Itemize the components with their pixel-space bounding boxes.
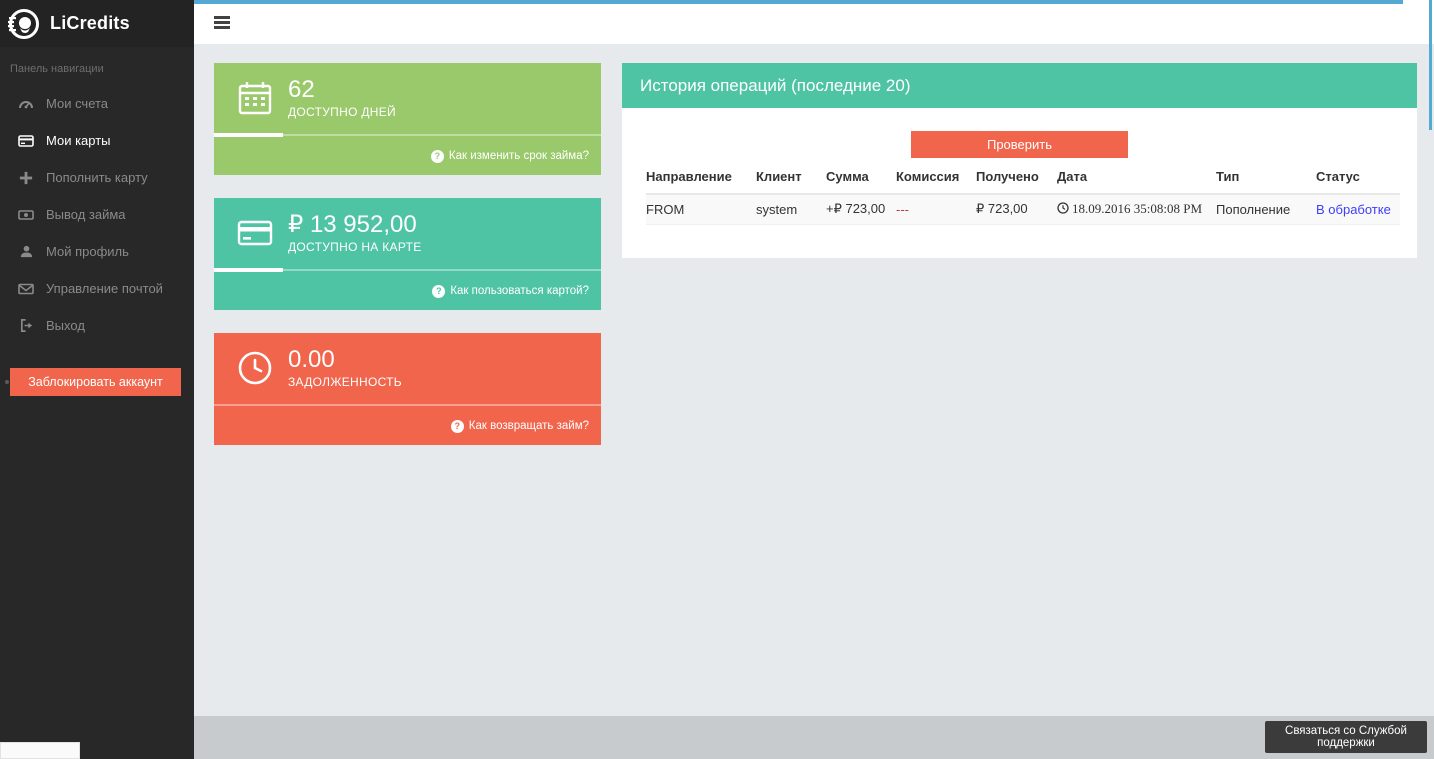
sidebar-item-label: Мой профиль xyxy=(46,244,129,259)
footer: Связаться со Службой поддержки xyxy=(194,716,1434,759)
mail-icon xyxy=(18,281,34,297)
block-account-button[interactable]: Заблокировать аккаунт xyxy=(10,368,181,396)
clock-icon xyxy=(1057,202,1069,214)
lion-logo-icon xyxy=(8,8,39,39)
sidebar-nav: Мои счета Мои карты Пополнить карту Выво… xyxy=(0,85,194,344)
table-header-row: Направление Клиент Сумма Комиссия Получе… xyxy=(646,166,1400,195)
cell-date: 18.09.2016 35:08:08 PM xyxy=(1057,194,1216,225)
card-label: ЗАДОЛЖЕННОСТЬ xyxy=(288,375,402,390)
card-available-on-card: ₽ 13 952,00 ДОСТУПНО НА КАРТЕ ? Как польз… xyxy=(214,198,601,310)
card-divider xyxy=(214,403,601,407)
sidebar-item-label: Вывод займа xyxy=(46,207,126,222)
check-button[interactable]: Проверить xyxy=(911,131,1128,158)
history-panel-title: История операций (последние 20) xyxy=(622,63,1417,108)
user-icon xyxy=(18,244,34,260)
card-progress xyxy=(214,133,601,137)
accent-top-strip xyxy=(194,0,1403,4)
card-help-link[interactable]: ? Как изменить срок займа? xyxy=(430,149,589,163)
banknote-icon xyxy=(18,207,34,223)
sidebar-item-mail[interactable]: Управление почтой xyxy=(0,270,194,307)
sidebar-item-label: Мои карты xyxy=(46,133,111,148)
sidebar-item-profile[interactable]: Мой профиль xyxy=(0,233,194,270)
top-navbar xyxy=(194,0,1434,130)
clock-icon xyxy=(238,351,272,385)
credit-card-icon xyxy=(18,133,34,149)
cell-status: В обработке xyxy=(1316,194,1400,225)
card-progress xyxy=(214,268,601,272)
sidebar-item-accounts[interactable]: Мои счета xyxy=(0,85,194,122)
history-panel: История операций (последние 20) Проверит… xyxy=(622,63,1417,258)
sidebar-item-topup[interactable]: Пополнить карту xyxy=(0,159,194,196)
sidebar-item-withdraw[interactable]: Вывод займа xyxy=(0,196,194,233)
card-label: ДОСТУПНО НА КАРТЕ xyxy=(288,240,422,255)
bullet-dot xyxy=(5,380,9,384)
sidebar-item-label: Пополнить карту xyxy=(46,170,148,185)
sidebar-item-cards[interactable]: Мои карты xyxy=(0,122,194,159)
card-value: ₽ 13 952,00 xyxy=(288,210,417,238)
credit-card-icon xyxy=(237,220,273,246)
col-received: Получено xyxy=(976,166,1057,195)
operations-table: Направление Клиент Сумма Комиссия Получе… xyxy=(646,166,1400,225)
bottom-left-overlay xyxy=(0,742,80,759)
sidebar-item-logout[interactable]: Выход xyxy=(0,307,194,344)
sidebar-item-label: Мои счета xyxy=(46,96,109,111)
cell-type: Пополнение xyxy=(1216,194,1316,225)
col-commission: Комиссия xyxy=(896,166,976,195)
col-date: Дата xyxy=(1057,166,1216,195)
hamburger-icon[interactable] xyxy=(214,16,230,29)
col-status: Статус xyxy=(1316,166,1400,195)
col-type: Тип xyxy=(1216,166,1316,195)
sidebar-item-label: Выход xyxy=(46,318,85,333)
card-value: 0.00 xyxy=(288,345,335,373)
card-value: 62 xyxy=(288,75,315,103)
cell-client: system xyxy=(756,194,826,225)
sidebar-section-label: Панель навигации xyxy=(10,63,104,75)
main-content: 62 ДОСТУПНО ДНЕЙ ? Как изменить срок займ… xyxy=(194,44,1434,716)
card-debt: 0.00 ЗАДОЛЖЕННОСТЬ ? Как возвращать займ? xyxy=(214,333,601,445)
col-amount: Сумма xyxy=(826,166,896,195)
card-label: ДОСТУПНО ДНЕЙ xyxy=(288,105,396,120)
card-help-link[interactable]: ? Как пользоваться картой? xyxy=(432,284,589,298)
cell-amount: +₽ 723,00 xyxy=(826,194,896,225)
col-direction: Направление xyxy=(646,166,756,195)
scrollbar-thumb[interactable] xyxy=(1429,0,1432,130)
status-link[interactable]: В обработке xyxy=(1316,201,1391,217)
card-help-link[interactable]: ? Как возвращать займ? xyxy=(450,419,589,433)
question-icon: ? xyxy=(450,419,464,433)
plus-icon xyxy=(18,170,34,186)
question-icon: ? xyxy=(432,284,446,298)
table-row: FROM system +₽ 723,00 --- ₽ 723,00 18.09… xyxy=(646,194,1400,225)
calendar-icon xyxy=(238,82,272,115)
cell-received: ₽ 723,00 xyxy=(976,194,1057,225)
sidebar-item-label: Управление почтой xyxy=(46,281,163,296)
col-client: Клиент xyxy=(756,166,826,195)
contact-support-button[interactable]: Связаться со Службой поддержки xyxy=(1265,721,1427,753)
logout-icon xyxy=(18,318,34,334)
dashboard-icon xyxy=(18,96,34,112)
cell-commission: --- xyxy=(896,194,976,225)
sidebar: LiCredits Панель навигации Мои счета Мои… xyxy=(0,0,194,759)
question-icon: ? xyxy=(430,149,444,163)
cell-direction: FROM xyxy=(646,194,756,225)
brand: LiCredits xyxy=(0,0,194,47)
brand-name: LiCredits xyxy=(50,13,130,33)
card-available-days: 62 ДОСТУПНО ДНЕЙ ? Как изменить срок займ… xyxy=(214,63,601,175)
